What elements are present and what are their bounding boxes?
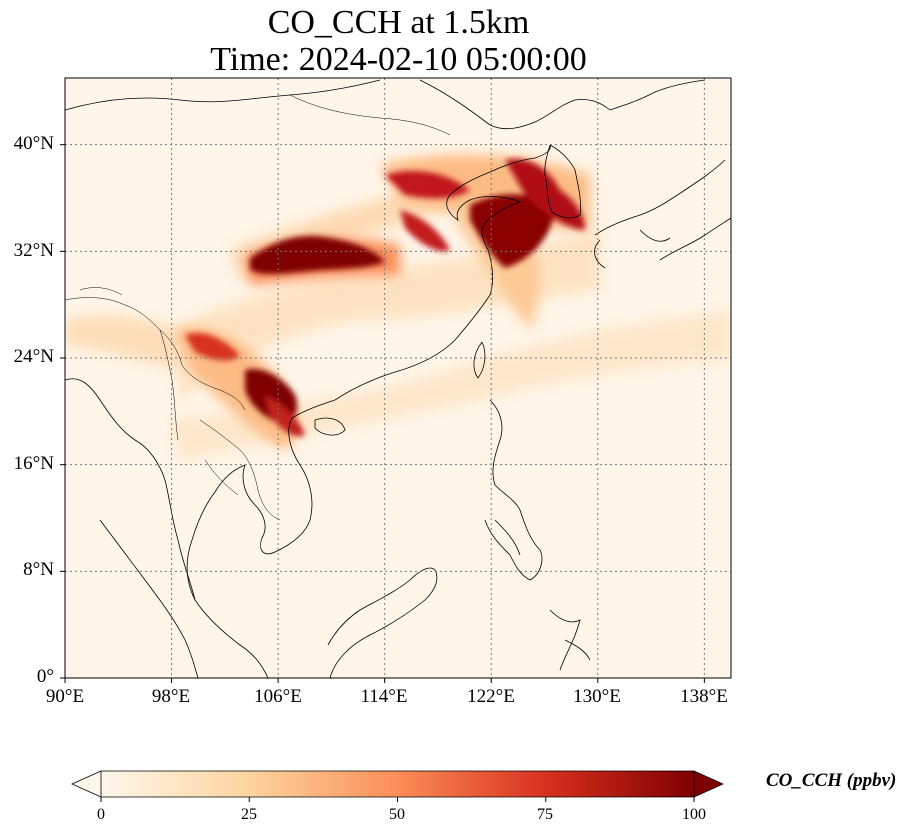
colorbar-tick-label: 100 bbox=[682, 806, 706, 823]
x-tick-label: 98°E bbox=[151, 686, 191, 707]
colorbar-tick-label: 25 bbox=[241, 806, 257, 823]
colorbar-tick-label: 0 bbox=[97, 806, 105, 823]
colorbar-tick-label: 75 bbox=[537, 806, 553, 823]
y-tick-label: 0° bbox=[36, 666, 54, 687]
x-tick-label: 90°E bbox=[45, 686, 85, 707]
colorbar-extend-min bbox=[71, 770, 102, 798]
y-tick-label: 8°N bbox=[23, 559, 54, 580]
gridlines bbox=[64, 78, 731, 679]
colorbar-extend-max bbox=[693, 770, 724, 798]
y-tick-label: 24°N bbox=[13, 346, 54, 367]
y-tick-label: 40°N bbox=[13, 133, 54, 154]
map-subtitle-time: Time: 2024-02-10 05:00:00 bbox=[210, 41, 587, 78]
concentration-field bbox=[65, 78, 731, 678]
x-tick-label: 106°E bbox=[254, 686, 302, 707]
map-frame bbox=[64, 77, 732, 679]
colorbar-tick-label: 50 bbox=[389, 806, 405, 823]
colorbar-label: CO_CCH (ppbv) bbox=[766, 770, 897, 791]
x-tick-label: 114°E bbox=[360, 686, 408, 707]
x-tick-label: 138°E bbox=[680, 686, 728, 707]
y-tick-label: 32°N bbox=[13, 240, 54, 261]
colorbar-gradient bbox=[101, 771, 694, 797]
colorbar bbox=[71, 770, 724, 802]
axis-tick-marks bbox=[60, 144, 705, 683]
y-tick-label: 16°N bbox=[13, 453, 54, 474]
map-title: CO_CCH at 1.5km bbox=[267, 4, 530, 41]
x-tick-label: 122°E bbox=[467, 686, 515, 707]
country-borders bbox=[65, 94, 451, 521]
x-tick-label: 130°E bbox=[573, 686, 621, 707]
coastlines bbox=[65, 79, 731, 678]
